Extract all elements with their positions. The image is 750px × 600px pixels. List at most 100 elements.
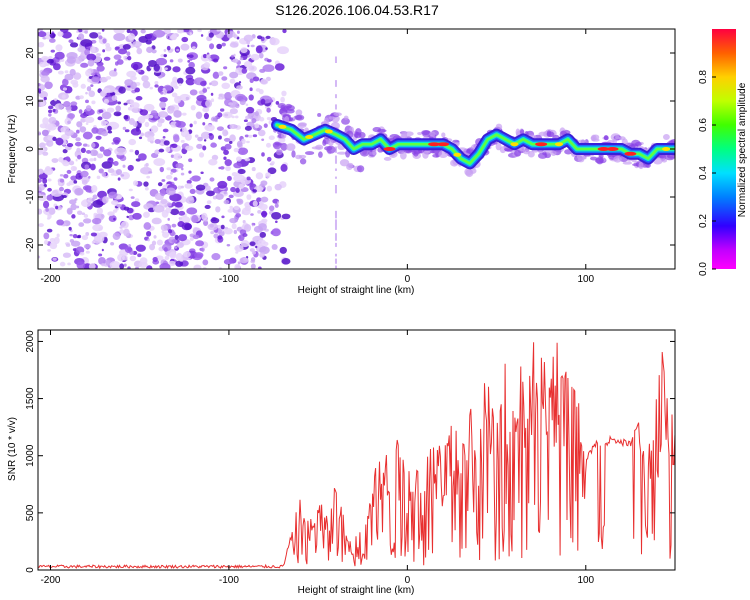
noise-speck [84,30,88,34]
noise-speck [237,147,249,155]
noise-speck [64,129,75,136]
noise-speck [108,214,117,222]
noise-speck [274,203,279,208]
spectrogram-y-ticks: -20 -10 0 10 20 [25,47,675,252]
noise-speck [89,149,98,157]
noise-speck [109,261,121,269]
noise-streak [334,265,337,269]
noise-speck [70,203,77,211]
noise-speck [69,68,76,76]
noise-speck [91,142,96,148]
noise-speck [93,157,97,162]
noise-speck [236,85,243,90]
noise-speck [66,169,72,174]
noise-speck [83,243,92,249]
track-halo [400,151,407,160]
noise-speck [113,54,122,60]
y-tick-label: 1500 [25,387,36,410]
noise-speck [100,120,107,127]
noise-speck [98,257,106,265]
noise-speck [165,146,171,153]
track-halo [618,136,626,141]
noise-speck [157,75,163,79]
noise-speck [163,54,168,58]
track-halo [291,150,296,158]
noise-speck [40,100,46,106]
noise-speck [133,180,139,186]
track-hotspot [606,147,619,151]
noise-speck [126,29,131,34]
noise-speck [172,76,178,84]
noise-speck [114,89,118,94]
noise-speck [212,71,220,79]
noise-speck [82,143,88,147]
track-halo [377,129,387,133]
noise-speck [78,109,83,114]
noise-speck [235,187,240,193]
noise-speck [55,137,64,146]
noise-speck [50,49,55,53]
noise-speck [89,158,95,162]
track-halo [515,128,520,136]
noise-speck [252,189,258,193]
noise-speck [224,159,232,167]
signal-track [271,102,675,178]
noise-speck [154,139,161,144]
noise-speck [75,158,78,162]
noise-speck [88,90,96,98]
noise-speck [75,137,81,142]
noise-speck [68,39,74,44]
track-halo [280,142,288,151]
noise-speck [229,217,238,224]
noise-speck [101,263,106,267]
noise-speck [260,98,266,105]
noise-speck [242,220,246,224]
noise-speck [73,180,78,184]
noise-speck [252,200,258,207]
noise-speck [113,217,116,221]
noise-speck [189,89,198,96]
noise-speck [115,105,121,112]
noise-speck [203,220,209,226]
noise-speck [96,175,101,180]
noise-speck [275,100,280,105]
noise-speck [235,213,241,218]
noise-speck [54,98,57,102]
noise-speck [70,240,81,247]
noise-speck [166,202,172,207]
snr-frame [37,329,676,571]
noise-speck [88,175,91,179]
noise-speck [212,58,219,63]
noise-speck [162,89,168,95]
noise-speck [173,110,182,118]
noise-speck [147,131,154,135]
y-tick-label: 10 [25,95,36,107]
noise-streak [334,219,337,226]
noise-speck [221,82,231,90]
noise-streak [334,155,337,161]
x-tick-label: 100 [577,274,594,285]
noise-speck [243,60,253,68]
noise-speck [62,252,71,258]
noise-streak [334,216,337,219]
noise-speck [220,224,225,230]
noise-speck [256,197,262,202]
noise-speck [179,93,191,102]
noise-speck [271,244,278,250]
noise-speck [281,90,287,97]
noise-speck [204,204,211,210]
x-tick-label: 0 [405,575,411,586]
noise-speck [84,48,90,56]
noise-speck [275,220,278,224]
track-halo [422,150,429,159]
noise-speck [52,136,57,141]
noise-speck [154,80,159,85]
noise-speck [57,31,64,37]
noise-speck [162,128,169,133]
noise-speck [38,83,41,87]
noise-speck [149,86,153,90]
noise-speck [228,140,233,144]
noise-speck [232,190,244,197]
noise-speck [216,29,221,32]
noise-speck [171,223,177,228]
